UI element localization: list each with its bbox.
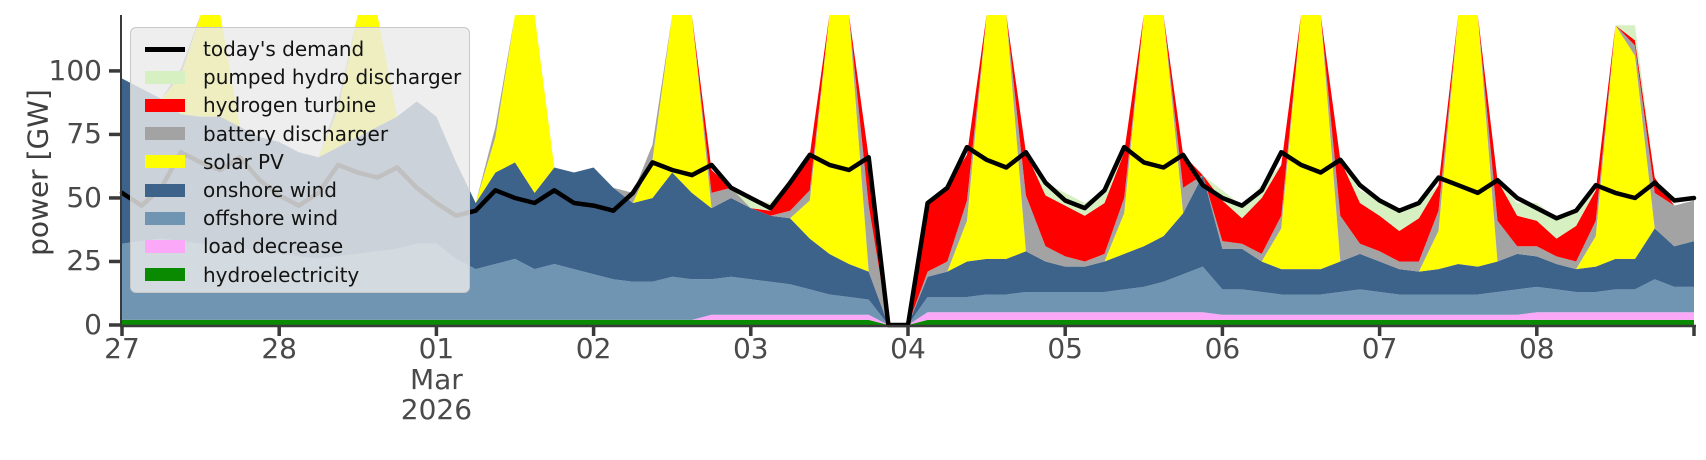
legend-item-hydroelectricity: hydroelectricity bbox=[145, 261, 469, 289]
y-tick-label: 50 bbox=[66, 180, 102, 214]
x-tick-label: 04 bbox=[890, 332, 926, 365]
x-tick-label: 08 bbox=[1518, 332, 1555, 365]
legend-item-demand: today's demand bbox=[145, 35, 469, 63]
onshore-wind-swatch bbox=[145, 183, 185, 197]
legend-item-pumped-hydro-discharger: pumped hydro discharger bbox=[145, 63, 469, 91]
legend-item-offshore-wind: offshore wind bbox=[145, 204, 469, 232]
y-tick-label: 75 bbox=[66, 117, 102, 151]
legend-item-solar-pv: solar PV bbox=[145, 148, 469, 176]
legend-item-hydrogen-turbine: hydrogen turbine bbox=[145, 91, 469, 119]
legend-label: offshore wind bbox=[203, 206, 339, 231]
legend-label: onshore wind bbox=[203, 178, 337, 203]
x-tick-label: 07 bbox=[1361, 332, 1398, 365]
legend-label: battery discharger bbox=[203, 121, 389, 146]
battery-discharger-swatch bbox=[145, 127, 185, 141]
x-tick-label: 27 bbox=[104, 332, 140, 365]
legend-label: hydrogen turbine bbox=[203, 93, 377, 118]
legend-label: hydroelectricity bbox=[203, 262, 360, 287]
x-tick-label: 06 bbox=[1204, 332, 1241, 365]
x-tick-label: 01 bbox=[418, 332, 455, 365]
offshore-wind-swatch bbox=[145, 211, 185, 225]
y-tick-label: 100 bbox=[48, 53, 102, 87]
solar-pv-swatch bbox=[145, 155, 185, 169]
x-tick-label: 02 bbox=[575, 332, 612, 365]
legend-item-load-decrease: load decrease bbox=[145, 232, 469, 260]
area-offshore-wind bbox=[122, 238, 1694, 325]
legend-label: pumped hydro discharger bbox=[203, 65, 462, 90]
legend: today's demand pumped hydro discharger hyd… bbox=[130, 27, 470, 293]
x-axis-year-label: 2026 bbox=[400, 393, 473, 426]
area-load-decrease bbox=[122, 312, 1694, 325]
y-tick-label: 0 bbox=[84, 308, 102, 341]
area-hydroelectricity bbox=[122, 319, 1694, 325]
x-tick-label: 28 bbox=[261, 332, 298, 365]
legend-item-onshore-wind: onshore wind bbox=[145, 176, 469, 204]
demand-swatch bbox=[145, 46, 185, 52]
hydrogen-turbine-swatch bbox=[145, 98, 185, 112]
x-tick-label: 05 bbox=[1047, 332, 1084, 365]
area-solar-pv bbox=[122, 15, 1694, 325]
load-decrease-swatch bbox=[145, 239, 185, 253]
legend-label: today's demand bbox=[203, 37, 365, 62]
legend-item-battery-discharger: battery discharger bbox=[145, 120, 469, 148]
x-tick-label: 03 bbox=[732, 332, 769, 365]
hydroelectricity-swatch bbox=[145, 268, 185, 282]
legend-label: load decrease bbox=[203, 234, 344, 259]
x-axis-month-label: Mar bbox=[409, 363, 463, 396]
pumped-hydro-discharger-swatch bbox=[145, 70, 185, 84]
y-tick-label: 25 bbox=[66, 244, 102, 278]
y-axis-title: power [GW] bbox=[21, 89, 55, 256]
legend-label: solar PV bbox=[203, 149, 284, 174]
